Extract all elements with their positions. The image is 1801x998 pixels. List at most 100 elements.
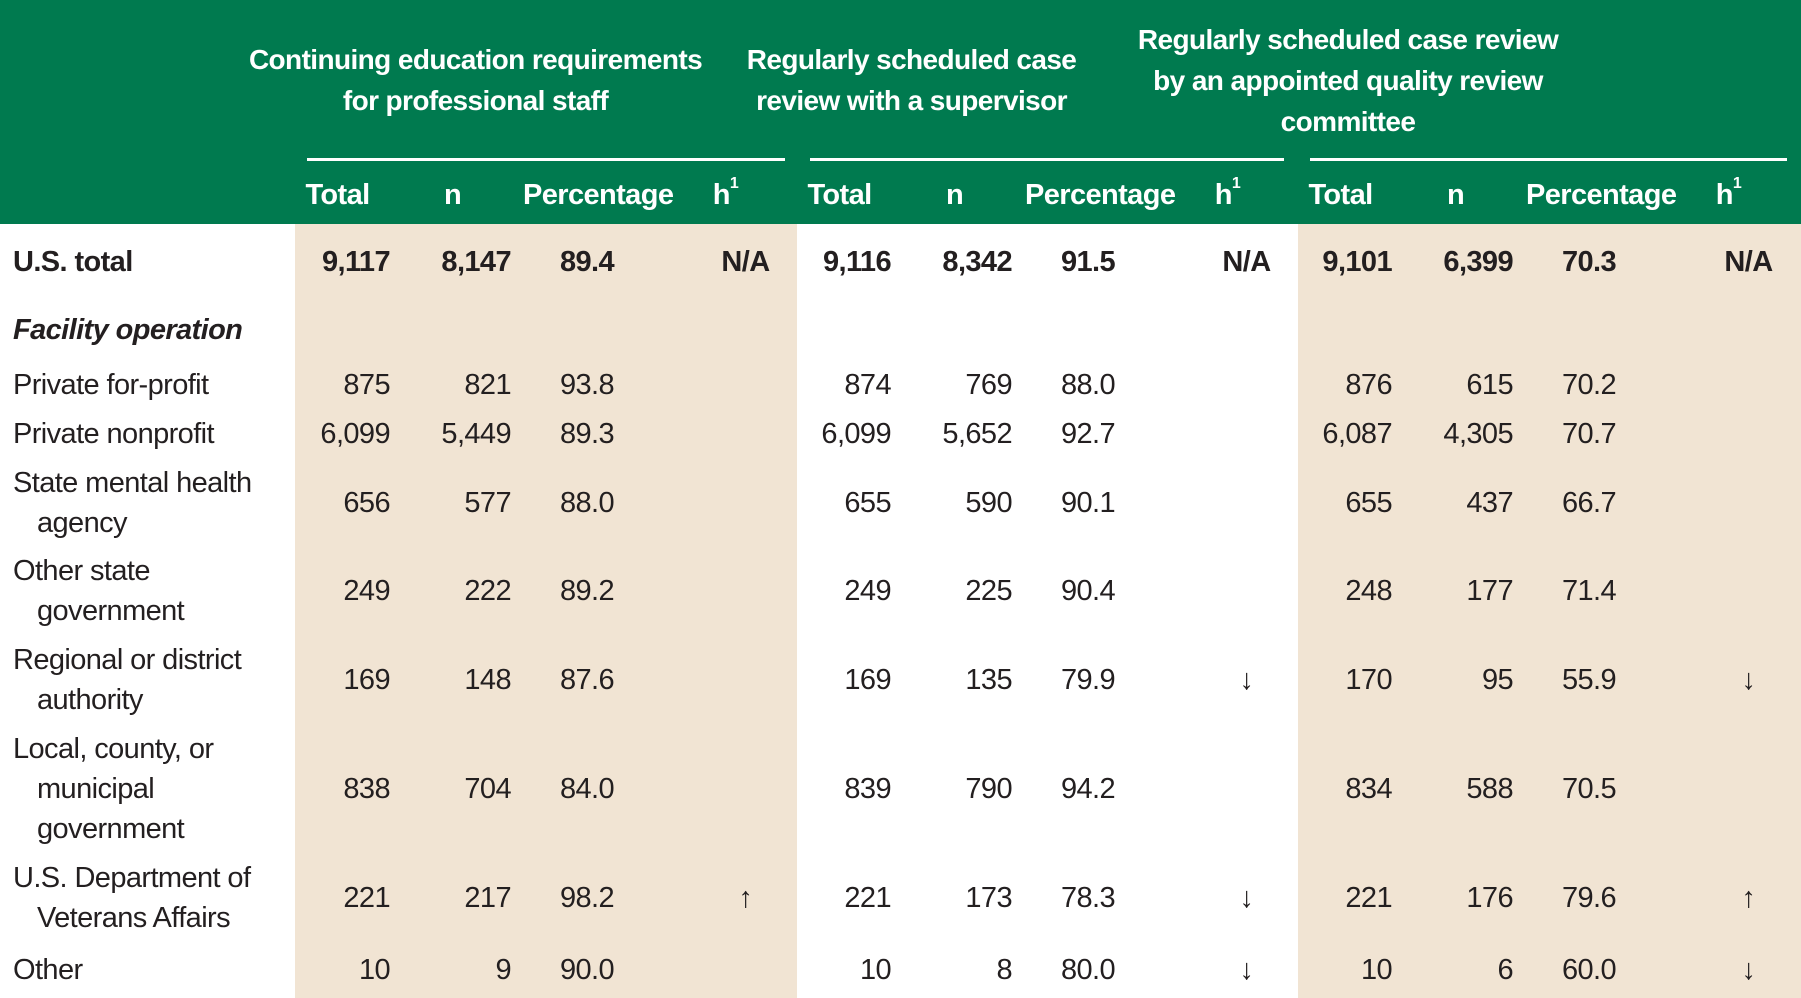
column-header-n: n bbox=[1446, 179, 1465, 211]
table-row: Local, county, or municipal government 838 7… bbox=[0, 724, 1801, 853]
table-row: Private for-profit 875 821 93.8 874 769 88.0 87… bbox=[0, 360, 1801, 409]
shaded-column-band-3 bbox=[1298, 224, 1801, 998]
column-header-n: n bbox=[443, 179, 462, 211]
cell-percentage: 70.5 bbox=[1561, 772, 1617, 805]
cell-total: 10 bbox=[1360, 954, 1393, 986]
cell-total: 221 bbox=[844, 881, 891, 914]
row-label-line: agency bbox=[37, 506, 128, 539]
cell-n: 8 bbox=[996, 954, 1012, 986]
cell-n: 148 bbox=[464, 663, 511, 696]
column-header-percentage: Percentage bbox=[523, 179, 674, 211]
column-header-percentage: Percentage bbox=[1526, 179, 1677, 211]
cell-percentage bbox=[513, 299, 654, 360]
row-label-line: municipal bbox=[37, 772, 155, 805]
cell-h bbox=[654, 635, 797, 724]
table-header: Continuing education requirements for pro… bbox=[0, 0, 1801, 224]
row-label: Other bbox=[0, 942, 295, 998]
group-title-2: Regularly scheduled case review with a su… bbox=[678, 0, 1145, 160]
arrow-down-icon: ↓ bbox=[1239, 663, 1255, 696]
cell-n: 590 bbox=[965, 486, 1012, 519]
cell-percentage: 88.0 bbox=[1060, 368, 1116, 401]
cell-n: 588 bbox=[1466, 772, 1513, 805]
cell-percentage: 78.3 bbox=[1060, 881, 1116, 914]
cell-total: 249 bbox=[343, 575, 390, 607]
cell-h bbox=[1155, 409, 1298, 458]
group-title-line: for professional staff bbox=[342, 85, 609, 116]
cell-total: 9,117 bbox=[322, 245, 391, 278]
group-rule bbox=[307, 158, 785, 161]
cell-total: 834 bbox=[1345, 772, 1392, 805]
group-title-text: Regularly scheduled case review by an app… bbox=[1137, 19, 1559, 142]
cell-percentage: 90.1 bbox=[1060, 486, 1116, 519]
cell-n: 5,652 bbox=[942, 417, 1012, 450]
row-label-line: Private nonprofit bbox=[13, 417, 215, 450]
arrow-down-icon: ↓ bbox=[1741, 663, 1757, 696]
cell-n: 769 bbox=[965, 368, 1012, 401]
column-header-h-label: h bbox=[1214, 179, 1233, 211]
cell-h bbox=[654, 942, 797, 998]
cell-n: 176 bbox=[1466, 881, 1513, 914]
cell-n: 177 bbox=[1466, 575, 1513, 607]
cell-total: 655 bbox=[1345, 486, 1392, 519]
cell-n: 5,449 bbox=[441, 417, 511, 450]
group-title-line: Regularly scheduled case review bbox=[1137, 23, 1559, 55]
cell-total: 9,101 bbox=[1322, 245, 1392, 278]
cell-percentage: 71.4 bbox=[1561, 575, 1617, 607]
group-title-line: committee bbox=[1280, 105, 1416, 137]
cell-h: N/A bbox=[1724, 245, 1773, 278]
cell-n: 217 bbox=[464, 881, 511, 914]
row-label: Local, county, or municipal government bbox=[0, 724, 295, 853]
cell-n bbox=[1394, 299, 1515, 360]
cell-h bbox=[1656, 547, 1801, 635]
cell-percentage bbox=[1014, 299, 1155, 360]
cell-total: 655 bbox=[844, 486, 891, 519]
cell-n: 95 bbox=[1481, 663, 1514, 696]
row-label-line: Local, county, or bbox=[13, 732, 214, 765]
group-title-line: Regularly scheduled case bbox=[746, 44, 1077, 75]
cell-h bbox=[654, 299, 797, 360]
cell-percentage: 70.3 bbox=[1561, 245, 1617, 278]
cell-n: 704 bbox=[464, 772, 511, 805]
arrow-up-icon: ↑ bbox=[738, 881, 754, 914]
row-label-line: Facility operation bbox=[13, 313, 243, 346]
row-label-line: government bbox=[37, 595, 185, 627]
column-header-h: h1 bbox=[654, 170, 797, 220]
row-label-line: U.S. Department of bbox=[13, 861, 251, 894]
group-title-text: Continuing education requirements for pro… bbox=[249, 39, 703, 121]
group-title-1: Continuing education requirements for pro… bbox=[240, 0, 711, 160]
cell-n: 225 bbox=[965, 575, 1012, 607]
cell-percentage: 89.4 bbox=[559, 245, 615, 278]
cell-percentage: 60.0 bbox=[1561, 954, 1617, 986]
cell-total: 249 bbox=[844, 575, 891, 607]
cell-n: 821 bbox=[464, 368, 511, 401]
cell-total: 838 bbox=[343, 772, 390, 805]
group-title-3: Regularly scheduled case review by an app… bbox=[1113, 0, 1583, 160]
cell-n: 8,147 bbox=[441, 245, 511, 278]
row-label-line: Other state bbox=[13, 555, 150, 587]
cell-total bbox=[295, 299, 392, 360]
cell-total: 656 bbox=[343, 486, 390, 519]
cell-h bbox=[1155, 360, 1298, 409]
cell-n: 4,305 bbox=[1443, 417, 1513, 450]
cell-total bbox=[797, 299, 893, 360]
cell-percentage: 91.5 bbox=[1060, 245, 1116, 278]
column-header-h-label: h bbox=[712, 179, 731, 211]
row-label-line: Regional or district bbox=[13, 643, 242, 676]
cell-percentage: 90.4 bbox=[1060, 575, 1116, 607]
cell-percentage: 89.3 bbox=[559, 417, 615, 450]
cell-percentage: 55.9 bbox=[1561, 663, 1617, 696]
footnote-marker: 1 bbox=[1231, 175, 1241, 192]
row-label-line: Other bbox=[13, 954, 83, 986]
arrow-down-icon: ↓ bbox=[1239, 881, 1255, 914]
row-label-line: U.S. total bbox=[13, 245, 133, 278]
table-row: U.S. Department of Veterans Affairs 221 217… bbox=[0, 853, 1801, 942]
group-title-line: review with a supervisor bbox=[756, 85, 1067, 116]
cell-total: 875 bbox=[343, 368, 390, 401]
table-row: State mental health agency 656 577 88.0 655 59… bbox=[0, 458, 1801, 547]
cell-h bbox=[1656, 299, 1801, 360]
cell-h: N/A bbox=[721, 245, 770, 278]
cell-h bbox=[654, 724, 797, 853]
cell-n: 615 bbox=[1466, 368, 1513, 401]
cell-percentage: 66.7 bbox=[1561, 486, 1617, 519]
arrow-down-icon: ↓ bbox=[1239, 954, 1255, 986]
